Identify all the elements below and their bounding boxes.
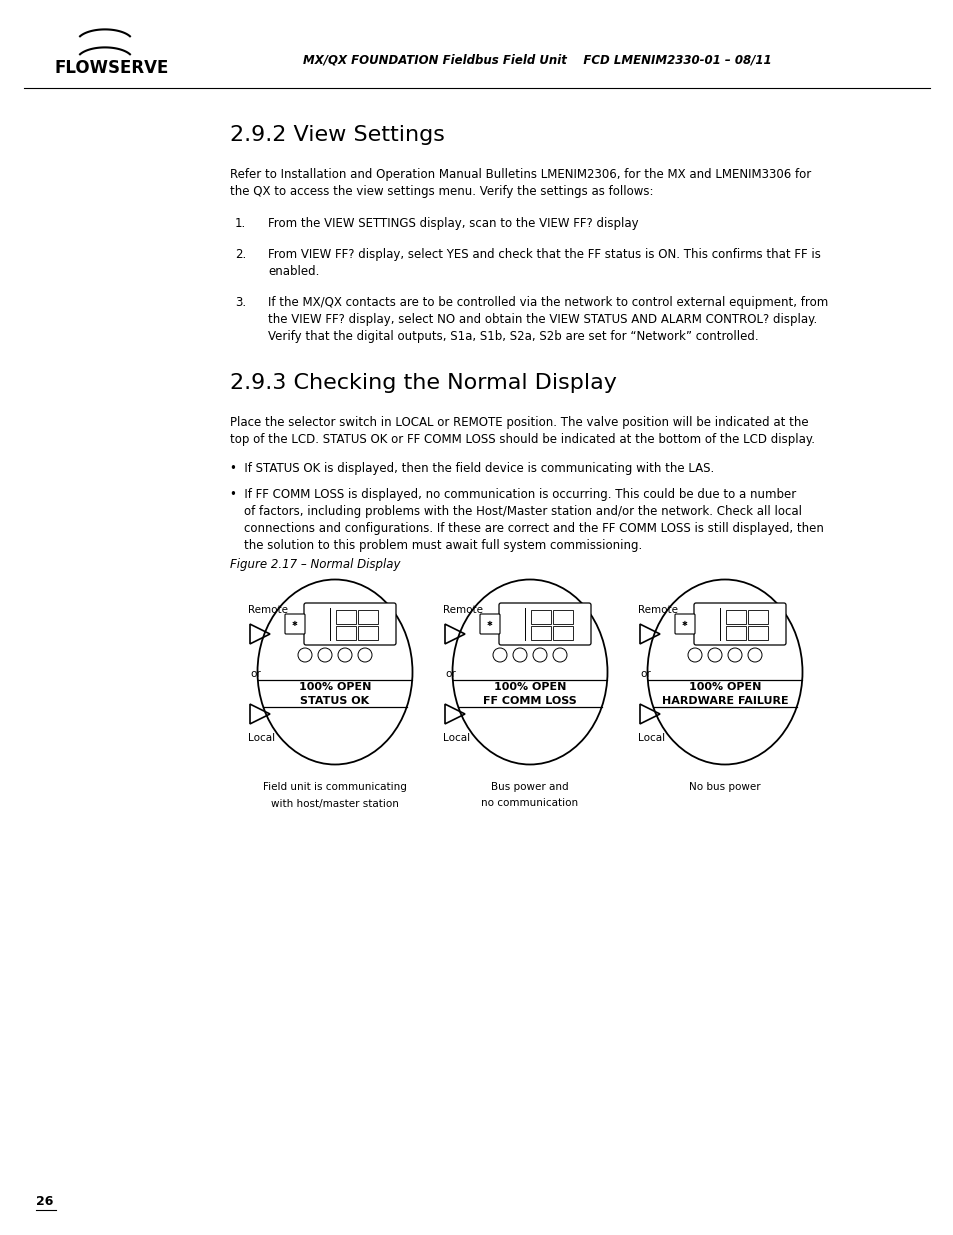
Circle shape bbox=[297, 648, 312, 662]
Circle shape bbox=[533, 648, 546, 662]
Circle shape bbox=[513, 648, 526, 662]
Ellipse shape bbox=[647, 579, 801, 764]
Circle shape bbox=[493, 648, 506, 662]
FancyBboxPatch shape bbox=[304, 603, 395, 645]
Text: Refer to Installation and Operation Manual Bulletins LMENIM2306, for the MX and : Refer to Installation and Operation Manu… bbox=[230, 168, 810, 182]
Text: Local: Local bbox=[638, 734, 664, 743]
Text: Remote: Remote bbox=[248, 605, 288, 615]
FancyBboxPatch shape bbox=[675, 614, 695, 634]
Text: or: or bbox=[250, 669, 260, 679]
Circle shape bbox=[687, 648, 701, 662]
Text: If the MX/QX contacts are to be controlled via the network to control external e: If the MX/QX contacts are to be controll… bbox=[268, 296, 827, 309]
Text: From VIEW FF? display, select YES and check that the FF status is ON. This confi: From VIEW FF? display, select YES and ch… bbox=[268, 248, 820, 261]
Text: Field unit is communicating: Field unit is communicating bbox=[263, 783, 407, 793]
Text: ✱: ✱ bbox=[487, 621, 493, 627]
FancyBboxPatch shape bbox=[285, 614, 305, 634]
Text: MX/QX FOUNDATION Fieldbus Field Unit    FCD LMENIM2330-01 – 08/11: MX/QX FOUNDATION Fieldbus Field Unit FCD… bbox=[302, 53, 771, 67]
Ellipse shape bbox=[257, 579, 412, 764]
Text: 1.: 1. bbox=[234, 217, 246, 230]
Text: ✱: ✱ bbox=[681, 621, 687, 627]
Text: Local: Local bbox=[442, 734, 470, 743]
Text: the QX to access the view settings menu. Verify the settings as follows:: the QX to access the view settings menu.… bbox=[230, 185, 653, 198]
Circle shape bbox=[727, 648, 741, 662]
Text: 2.9.3 Checking the Normal Display: 2.9.3 Checking the Normal Display bbox=[230, 373, 617, 393]
FancyBboxPatch shape bbox=[479, 614, 499, 634]
FancyBboxPatch shape bbox=[498, 603, 590, 645]
Text: 100% OPEN: 100% OPEN bbox=[298, 682, 371, 692]
Text: Verify that the digital outputs, S1a, S1b, S2a, S2b are set for “Network” contro: Verify that the digital outputs, S1a, S1… bbox=[268, 330, 758, 343]
Circle shape bbox=[337, 648, 352, 662]
Text: Figure 2.17 – Normal Display: Figure 2.17 – Normal Display bbox=[230, 558, 400, 571]
Text: 100% OPEN: 100% OPEN bbox=[494, 682, 565, 692]
Text: 2.9.2 View Settings: 2.9.2 View Settings bbox=[230, 125, 444, 144]
Text: FF COMM LOSS: FF COMM LOSS bbox=[482, 697, 577, 706]
Ellipse shape bbox=[452, 579, 607, 764]
Text: Remote: Remote bbox=[638, 605, 678, 615]
Text: top of the LCD. STATUS OK or FF COMM LOSS should be indicated at the bottom of t: top of the LCD. STATUS OK or FF COMM LOS… bbox=[230, 433, 814, 446]
Text: no communication: no communication bbox=[481, 799, 578, 809]
Text: 2.: 2. bbox=[234, 248, 246, 261]
Text: 100% OPEN: 100% OPEN bbox=[688, 682, 760, 692]
Text: connections and configurations. If these are correct and the FF COMM LOSS is sti: connections and configurations. If these… bbox=[244, 522, 823, 535]
Text: Remote: Remote bbox=[442, 605, 482, 615]
Text: No bus power: No bus power bbox=[688, 783, 760, 793]
Text: ✱: ✱ bbox=[292, 621, 297, 627]
Text: Bus power and: Bus power and bbox=[491, 783, 568, 793]
Circle shape bbox=[357, 648, 372, 662]
Text: of factors, including problems with the Host/Master station and/or the network. : of factors, including problems with the … bbox=[244, 505, 801, 517]
Circle shape bbox=[317, 648, 332, 662]
Text: 26: 26 bbox=[36, 1195, 53, 1208]
FancyBboxPatch shape bbox=[693, 603, 785, 645]
Circle shape bbox=[553, 648, 566, 662]
Text: STATUS OK: STATUS OK bbox=[300, 697, 369, 706]
Text: From the VIEW SETTINGS display, scan to the VIEW FF? display: From the VIEW SETTINGS display, scan to … bbox=[268, 217, 638, 230]
Text: the VIEW FF? display, select NO and obtain the VIEW STATUS AND ALARM CONTROL? di: the VIEW FF? display, select NO and obta… bbox=[268, 312, 817, 326]
Text: with host/master station: with host/master station bbox=[271, 799, 398, 809]
Text: •  If FF COMM LOSS is displayed, no communication is occurring. This could be du: • If FF COMM LOSS is displayed, no commu… bbox=[230, 488, 796, 501]
Circle shape bbox=[747, 648, 761, 662]
Text: FLOWSERVE: FLOWSERVE bbox=[55, 59, 170, 77]
Text: the solution to this problem must await full system commissioning.: the solution to this problem must await … bbox=[244, 538, 641, 552]
Circle shape bbox=[707, 648, 721, 662]
Text: HARDWARE FAILURE: HARDWARE FAILURE bbox=[661, 697, 787, 706]
Text: Place the selector switch in LOCAL or REMOTE position. The valve position will b: Place the selector switch in LOCAL or RE… bbox=[230, 416, 808, 429]
Text: Local: Local bbox=[248, 734, 274, 743]
Text: or: or bbox=[639, 669, 650, 679]
Text: enabled.: enabled. bbox=[268, 266, 319, 278]
Text: •  If STATUS OK is displayed, then the field device is communicating with the LA: • If STATUS OK is displayed, then the fi… bbox=[230, 462, 714, 475]
Text: 3.: 3. bbox=[234, 296, 246, 309]
Text: or: or bbox=[444, 669, 456, 679]
